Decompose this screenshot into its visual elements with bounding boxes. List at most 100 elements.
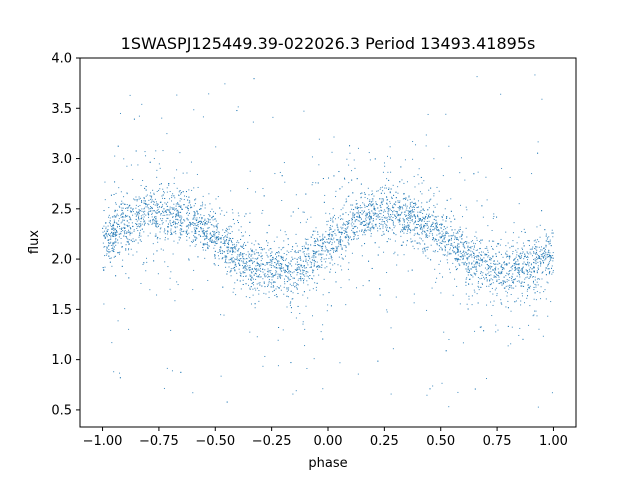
data-point bbox=[346, 231, 348, 233]
data-point bbox=[432, 239, 434, 241]
data-point bbox=[504, 280, 506, 282]
data-point bbox=[421, 219, 423, 221]
data-point bbox=[414, 240, 416, 242]
data-point bbox=[370, 230, 372, 232]
data-point bbox=[314, 240, 316, 242]
data-point bbox=[489, 257, 491, 259]
data-point bbox=[387, 205, 389, 207]
data-point bbox=[387, 218, 389, 220]
data-point bbox=[237, 240, 239, 242]
data-point bbox=[426, 222, 428, 224]
data-point bbox=[213, 241, 215, 243]
data-point bbox=[540, 249, 542, 251]
data-point bbox=[506, 279, 508, 281]
data-point bbox=[419, 218, 421, 220]
data-point bbox=[312, 234, 314, 236]
data-point bbox=[456, 237, 458, 239]
data-point bbox=[262, 278, 264, 280]
data-point bbox=[322, 294, 324, 296]
data-point bbox=[252, 278, 254, 280]
data-point bbox=[163, 208, 165, 210]
data-point bbox=[263, 273, 265, 275]
data-point bbox=[421, 182, 423, 184]
data-point bbox=[330, 237, 332, 239]
data-point bbox=[328, 257, 330, 259]
data-point bbox=[412, 245, 414, 247]
data-point bbox=[173, 177, 175, 179]
data-point bbox=[433, 238, 435, 240]
data-point bbox=[206, 223, 208, 225]
data-point bbox=[232, 244, 234, 246]
data-point bbox=[146, 204, 148, 206]
data-point bbox=[440, 227, 442, 229]
data-point bbox=[530, 263, 532, 265]
data-point bbox=[210, 241, 212, 243]
data-point bbox=[329, 225, 331, 227]
data-point bbox=[177, 284, 179, 286]
data-point bbox=[340, 231, 342, 233]
data-point bbox=[466, 243, 468, 245]
data-point bbox=[129, 210, 131, 212]
data-point bbox=[224, 244, 226, 246]
data-point bbox=[389, 192, 391, 194]
data-point bbox=[262, 365, 264, 367]
data-point bbox=[343, 230, 345, 232]
data-point bbox=[271, 279, 273, 281]
data-point bbox=[489, 266, 491, 268]
data-point bbox=[467, 308, 469, 310]
data-point bbox=[207, 244, 209, 246]
data-point bbox=[354, 226, 356, 228]
data-point bbox=[103, 269, 105, 271]
data-point bbox=[548, 236, 550, 238]
data-point bbox=[317, 240, 319, 242]
data-point bbox=[366, 222, 368, 224]
data-point bbox=[133, 229, 135, 231]
data-point bbox=[370, 216, 372, 218]
data-point bbox=[242, 275, 244, 277]
data-point bbox=[286, 290, 288, 292]
data-point bbox=[305, 243, 307, 245]
data-point bbox=[390, 188, 392, 190]
data-point bbox=[123, 226, 125, 228]
data-point bbox=[548, 272, 550, 274]
data-point bbox=[409, 217, 411, 219]
data-point bbox=[186, 232, 188, 234]
data-point bbox=[307, 276, 309, 278]
data-point bbox=[364, 193, 366, 195]
data-point bbox=[114, 181, 116, 183]
data-point bbox=[230, 239, 232, 241]
data-point bbox=[384, 216, 386, 218]
data-point bbox=[327, 251, 329, 253]
data-point bbox=[450, 226, 452, 228]
data-point bbox=[254, 258, 256, 260]
data-point bbox=[153, 201, 155, 203]
data-point bbox=[280, 249, 282, 251]
data-point bbox=[164, 197, 166, 199]
data-point bbox=[104, 266, 106, 268]
data-point bbox=[254, 303, 256, 305]
data-point bbox=[442, 214, 444, 216]
data-point bbox=[421, 202, 423, 204]
data-point bbox=[200, 228, 202, 230]
data-point bbox=[526, 297, 528, 299]
data-point bbox=[123, 223, 125, 225]
data-point bbox=[108, 244, 110, 246]
data-point bbox=[545, 269, 547, 271]
data-point bbox=[527, 255, 529, 257]
data-point bbox=[539, 256, 541, 258]
data-point bbox=[394, 214, 396, 216]
data-point bbox=[177, 219, 179, 221]
data-point bbox=[406, 219, 408, 221]
data-point bbox=[155, 216, 157, 218]
data-point bbox=[263, 281, 265, 283]
data-point bbox=[157, 223, 159, 225]
data-point bbox=[367, 187, 369, 189]
data-point bbox=[389, 201, 391, 203]
data-point bbox=[348, 195, 350, 197]
data-point bbox=[395, 210, 397, 212]
data-point bbox=[506, 256, 507, 258]
data-point bbox=[251, 251, 253, 253]
data-point bbox=[444, 235, 446, 237]
data-point bbox=[465, 241, 467, 243]
data-point bbox=[118, 252, 120, 254]
